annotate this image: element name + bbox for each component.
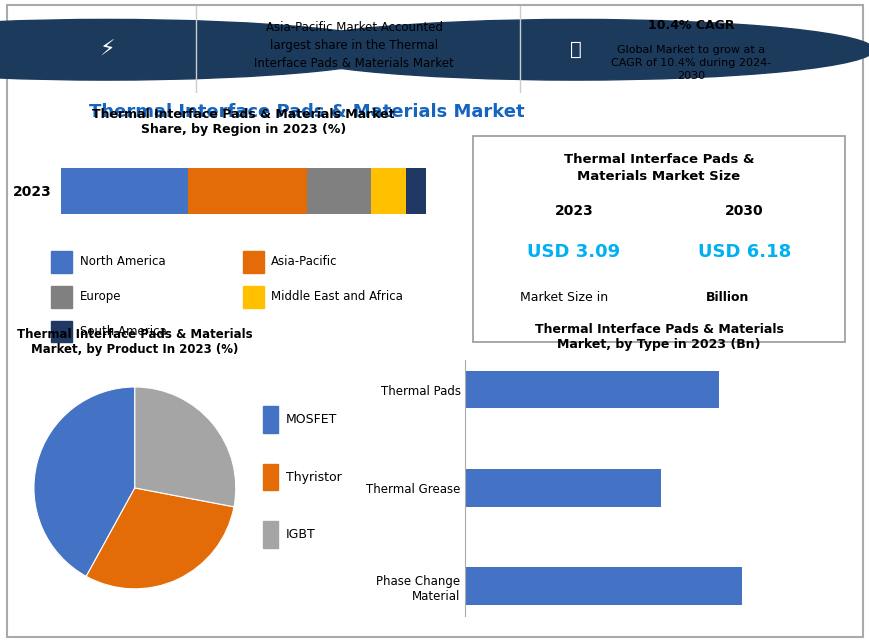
- Bar: [51, 252, 72, 273]
- Title: Thermal Interface Pads & Materials Market
Share, by Region in 2023 (%): Thermal Interface Pads & Materials Marke…: [92, 108, 395, 136]
- Wedge shape: [135, 387, 235, 507]
- Text: 🔥: 🔥: [569, 40, 580, 59]
- Title: Thermal Interface Pads & Materials
Market, by Product In 2023 (%): Thermal Interface Pads & Materials Marke…: [17, 329, 252, 356]
- Text: Thermal Interface Pads & Materials Market: Thermal Interface Pads & Materials Marke…: [90, 103, 524, 121]
- Bar: [465, 371, 718, 408]
- Wedge shape: [34, 387, 135, 577]
- Text: 10.4% CAGR: 10.4% CAGR: [647, 19, 733, 32]
- Text: ⚡: ⚡: [99, 40, 115, 60]
- Bar: [242, 286, 263, 308]
- Circle shape: [0, 19, 405, 80]
- Text: Billion: Billion: [705, 291, 748, 304]
- Bar: [262, 521, 277, 548]
- Title: Thermal Interface Pads & Materials
Market, by Type in 2023 (Bn): Thermal Interface Pads & Materials Marke…: [534, 324, 783, 351]
- Bar: [370, 168, 406, 214]
- Bar: [307, 168, 370, 214]
- Text: Market Size in: Market Size in: [520, 291, 612, 304]
- Bar: [465, 469, 660, 507]
- Bar: [406, 168, 426, 214]
- Wedge shape: [86, 488, 234, 589]
- Bar: [262, 406, 277, 433]
- Text: Europe: Europe: [80, 290, 122, 304]
- Bar: [188, 168, 307, 214]
- Bar: [51, 286, 72, 308]
- Text: 2023: 2023: [554, 204, 593, 218]
- Text: Thermal Interface Pads &
Materials Market Size: Thermal Interface Pads & Materials Marke…: [563, 153, 753, 183]
- Text: USD 3.09: USD 3.09: [527, 243, 620, 261]
- Text: Asia-Pacific: Asia-Pacific: [271, 256, 337, 268]
- Bar: [61, 168, 188, 214]
- Bar: [242, 252, 263, 273]
- Text: MOSFET: MOSFET: [285, 413, 336, 426]
- Bar: [465, 568, 741, 605]
- Bar: [51, 321, 72, 342]
- Bar: [262, 464, 277, 490]
- Text: Global Market to grow at a
CAGR of 10.4% during 2024-
2030: Global Market to grow at a CAGR of 10.4%…: [610, 44, 770, 81]
- Text: Middle East and Africa: Middle East and Africa: [271, 290, 402, 304]
- FancyBboxPatch shape: [7, 5, 862, 637]
- Text: Asia-Pacific Market Accounted
largest share in the Thermal
Interface Pads & Mate: Asia-Pacific Market Accounted largest sh…: [254, 21, 454, 70]
- Text: USD 6.18: USD 6.18: [697, 243, 790, 261]
- Circle shape: [277, 19, 869, 80]
- Text: North America: North America: [80, 256, 165, 268]
- Text: IGBT: IGBT: [285, 528, 315, 541]
- FancyBboxPatch shape: [473, 136, 844, 342]
- Text: Thyristor: Thyristor: [285, 471, 341, 483]
- Text: 2030: 2030: [724, 204, 763, 218]
- Text: South America: South America: [80, 325, 167, 338]
